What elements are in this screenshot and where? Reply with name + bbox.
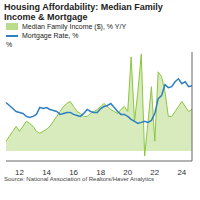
svg-text:18: 18 — [96, 168, 105, 175]
svg-text:14: 14 — [42, 168, 51, 175]
svg-text:24: 24 — [177, 168, 186, 175]
html-text:Mortgage Rate, %: Mortgage Rate, % — [22, 32, 79, 39]
html-text:Housing Affordability: Median: Housing Affordability: Median Family Inc… — [4, 2, 163, 22]
html-text:Source: National Association o: Source: National Association of Realtors… — [4, 176, 155, 182]
svg-text:22: 22 — [150, 168, 159, 175]
svg-text:20: 20 — [123, 168, 132, 175]
svg-text:16: 16 — [69, 168, 78, 175]
html-text:Median Family Income ($), % Y/: Median Family Income ($), % Y/Y — [22, 23, 127, 30]
svg-text:12: 12 — [15, 168, 24, 175]
